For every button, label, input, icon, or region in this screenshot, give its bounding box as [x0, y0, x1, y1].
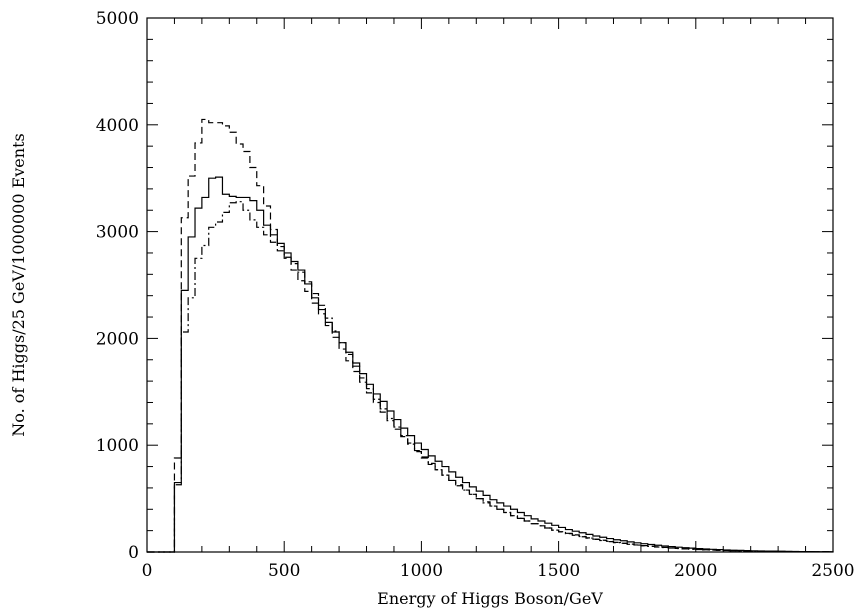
x-tick-label: 500	[268, 561, 300, 581]
axis-ticks	[146, 17, 834, 553]
x-tick-label: 2000	[674, 561, 717, 581]
series-layer	[147, 118, 834, 553]
plot-frame	[146, 17, 834, 553]
y-tick-label: 1000	[96, 436, 139, 456]
y-axis-label: No. of Higgs/25 GeV/1000000 Events	[9, 133, 28, 436]
x-tick-label: 1000	[400, 561, 443, 581]
x-tick-label: 2500	[811, 561, 854, 581]
x-tick-label: 1500	[537, 561, 580, 581]
y-tick-label: 2000	[96, 329, 139, 349]
y-tick-label: 0	[128, 543, 139, 563]
series-line-dashed	[147, 118, 834, 553]
y-tick-label: 5000	[96, 9, 139, 29]
y-tick-label: 4000	[96, 116, 139, 136]
y-tick-label: 3000	[96, 223, 139, 243]
tick-labels: 0 500 1000 1500 2000 2500 0 1000 2000 3000 4000 500…	[96, 9, 855, 581]
x-axis-label: Energy of Higgs Boson/GeV	[377, 589, 603, 608]
series-line-solid	[147, 176, 834, 553]
series-line-dash-dot	[147, 201, 834, 553]
x-tick-label: 0	[142, 561, 153, 581]
